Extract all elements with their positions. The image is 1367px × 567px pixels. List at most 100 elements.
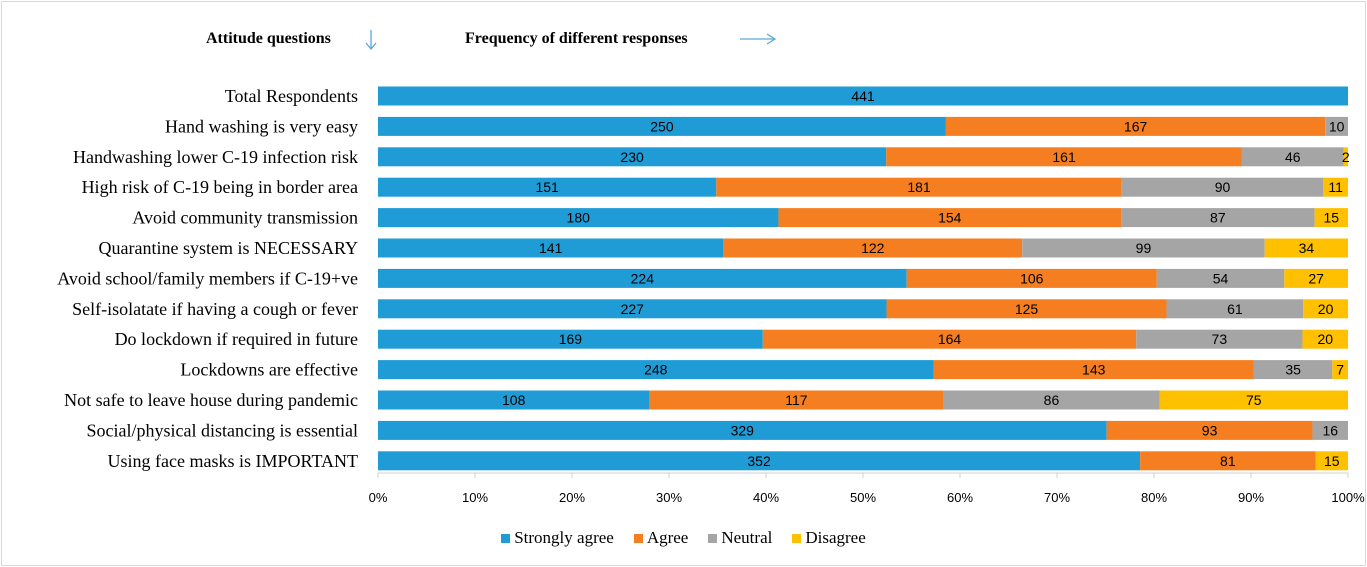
legend-item-agree: Agree — [633, 528, 689, 548]
data-label: 16 — [1322, 422, 1338, 438]
data-label: 54 — [1213, 270, 1229, 286]
bar-segment-disagree — [1314, 208, 1348, 228]
bar-segment-strongly-agree — [378, 116, 946, 136]
x-axis-ticks: 0% 10% 20% 30% 40% 50% 60% 70% 80% 90% 100% — [369, 473, 1365, 505]
bar-segment-neutral — [1166, 299, 1304, 319]
bar-segment-disagree — [1332, 360, 1348, 380]
legend-label: Agree — [646, 528, 689, 547]
bar-segment-disagree — [1302, 329, 1348, 349]
bar-segment-neutral — [1121, 177, 1324, 197]
bar-segment-strongly-agree — [378, 329, 763, 349]
data-label: 230 — [620, 149, 644, 165]
x-tick-label: 20% — [559, 490, 585, 505]
x-tick-label: 30% — [656, 490, 682, 505]
data-label: 46 — [1285, 149, 1301, 165]
data-label: 27 — [1308, 270, 1324, 286]
data-label: 90 — [1215, 179, 1231, 195]
bar-segment-neutral — [1121, 208, 1315, 228]
data-label: 250 — [650, 118, 674, 134]
data-label: 20 — [1317, 331, 1333, 347]
legend: Strongly agree Agree Neutral Disagree — [0, 528, 1367, 548]
x-tick-label: 60% — [947, 490, 973, 505]
category-label: Using face masks is IMPORTANT — [108, 451, 358, 471]
bar-segment-neutral — [1136, 329, 1303, 349]
legend-swatch — [708, 533, 718, 543]
bar-segment-strongly-agree — [378, 268, 907, 288]
bar-segment-neutral — [943, 390, 1160, 410]
legend-label: Disagree — [805, 528, 866, 547]
category-label: Handwashing lower C-19 infection risk — [73, 147, 358, 167]
category-label: High risk of C-19 being in border area — [82, 177, 358, 197]
legend-item-disagree: Disagree — [792, 528, 866, 548]
category-label: Avoid school/family members if C-19+ve — [57, 268, 358, 288]
bar-segment-strongly-agree — [378, 208, 779, 228]
data-label: 7 — [1336, 362, 1344, 378]
category-label: Self-isolatate if having a cough or feve… — [72, 299, 358, 319]
bar-segment-disagree — [1303, 299, 1348, 319]
bar-segment-strongly-agree — [378, 360, 934, 380]
bar-segment-neutral — [1241, 147, 1344, 167]
x-tick-label: 90% — [1238, 490, 1264, 505]
data-label: 15 — [1324, 210, 1340, 226]
bar-segment-strongly-agree — [378, 86, 1348, 106]
data-label: 161 — [1052, 149, 1076, 165]
bar-segment-agree — [723, 238, 1023, 258]
data-label: 125 — [1015, 301, 1039, 317]
bar-segment-disagree — [1315, 451, 1348, 471]
bar-segment-agree — [1140, 451, 1316, 471]
category-label: Avoid community transmission — [132, 208, 358, 228]
bar-segment-agree — [716, 177, 1122, 197]
data-label: 20 — [1318, 301, 1334, 317]
legend-item-strongly-agree: Strongly agree — [501, 528, 614, 548]
attitude-questions-header: Attitude questions — [206, 30, 331, 48]
data-label: 81 — [1220, 453, 1236, 469]
arrow-down-icon — [365, 30, 377, 51]
data-label: 154 — [938, 210, 962, 226]
category-label: Total Respondents — [225, 86, 358, 106]
category-label: Social/physical distancing is essential — [87, 420, 358, 440]
bar-segment-disagree — [1323, 177, 1348, 197]
x-tick-label: 50% — [850, 490, 876, 505]
data-label: 106 — [1020, 270, 1044, 286]
data-label: 93 — [1202, 422, 1218, 438]
bar-segment-strongly-agree — [378, 177, 717, 197]
data-label: 143 — [1082, 362, 1106, 378]
bars-group — [378, 86, 1348, 471]
x-tick-label: 80% — [1141, 490, 1167, 505]
data-label: 34 — [1299, 240, 1315, 256]
bar-segment-agree — [906, 268, 1157, 288]
legend-swatch — [633, 533, 643, 543]
category-label: Lockdowns are effective — [180, 360, 358, 380]
category-label: Quarantine system is NECESSARY — [99, 238, 359, 258]
bar-segment-agree — [886, 147, 1242, 167]
bar-segment-strongly-agree — [378, 238, 724, 258]
category-label: Hand washing is very easy — [165, 116, 358, 136]
data-label: 181 — [907, 179, 931, 195]
data-label: 169 — [559, 331, 583, 347]
frequency-header: Frequency of different responses — [465, 30, 688, 48]
data-label: 15 — [1324, 453, 1340, 469]
data-label: 441 — [851, 88, 875, 104]
bar-segment-agree — [762, 329, 1137, 349]
x-tick-label: 70% — [1044, 490, 1070, 505]
data-label: 151 — [535, 179, 559, 195]
data-label: 167 — [1124, 118, 1148, 134]
bar-segment-disagree — [1284, 268, 1348, 288]
data-label: 10 — [1329, 118, 1345, 134]
legend-item-neutral: Neutral — [708, 528, 772, 548]
data-label: 164 — [938, 331, 962, 347]
x-tick-label: 0% — [369, 490, 388, 505]
bar-segment-strongly-agree — [378, 299, 887, 319]
bar-segment-neutral — [1312, 420, 1348, 440]
x-tick-label: 10% — [462, 490, 488, 505]
data-label: 248 — [644, 362, 668, 378]
bar-segment-neutral — [1253, 360, 1333, 380]
bar-segment-strongly-agree — [378, 420, 1107, 440]
data-label: 180 — [567, 210, 591, 226]
data-label: 122 — [861, 240, 885, 256]
data-label: 117 — [785, 392, 808, 408]
x-tick-label: 100% — [1331, 490, 1365, 505]
bar-segment-strongly-agree — [378, 451, 1141, 471]
bar-segment-disagree — [1343, 147, 1348, 167]
